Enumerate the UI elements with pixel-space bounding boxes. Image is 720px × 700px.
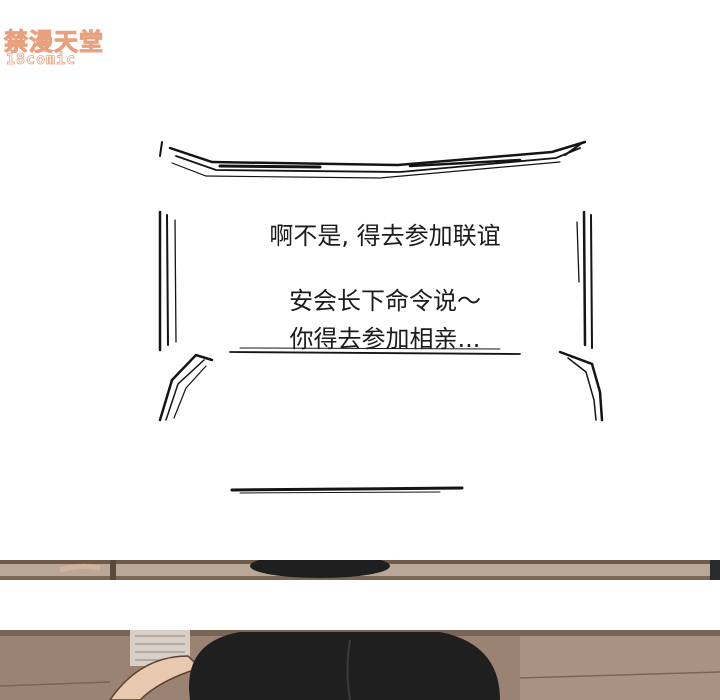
watermark-title: 禁漫天堂 (4, 28, 104, 57)
comic-panel-illustration (0, 560, 720, 700)
watermark-subtitle: 18comic (6, 50, 77, 69)
speech-line-1: 啊不是, 得去参加联谊 (269, 222, 501, 250)
watermark-logo: 禁漫天堂 18comic (4, 22, 110, 72)
speech-line-3: 你得去参加相亲... (289, 325, 481, 353)
speech-line-2: 安会长下命令说～ (289, 287, 481, 315)
